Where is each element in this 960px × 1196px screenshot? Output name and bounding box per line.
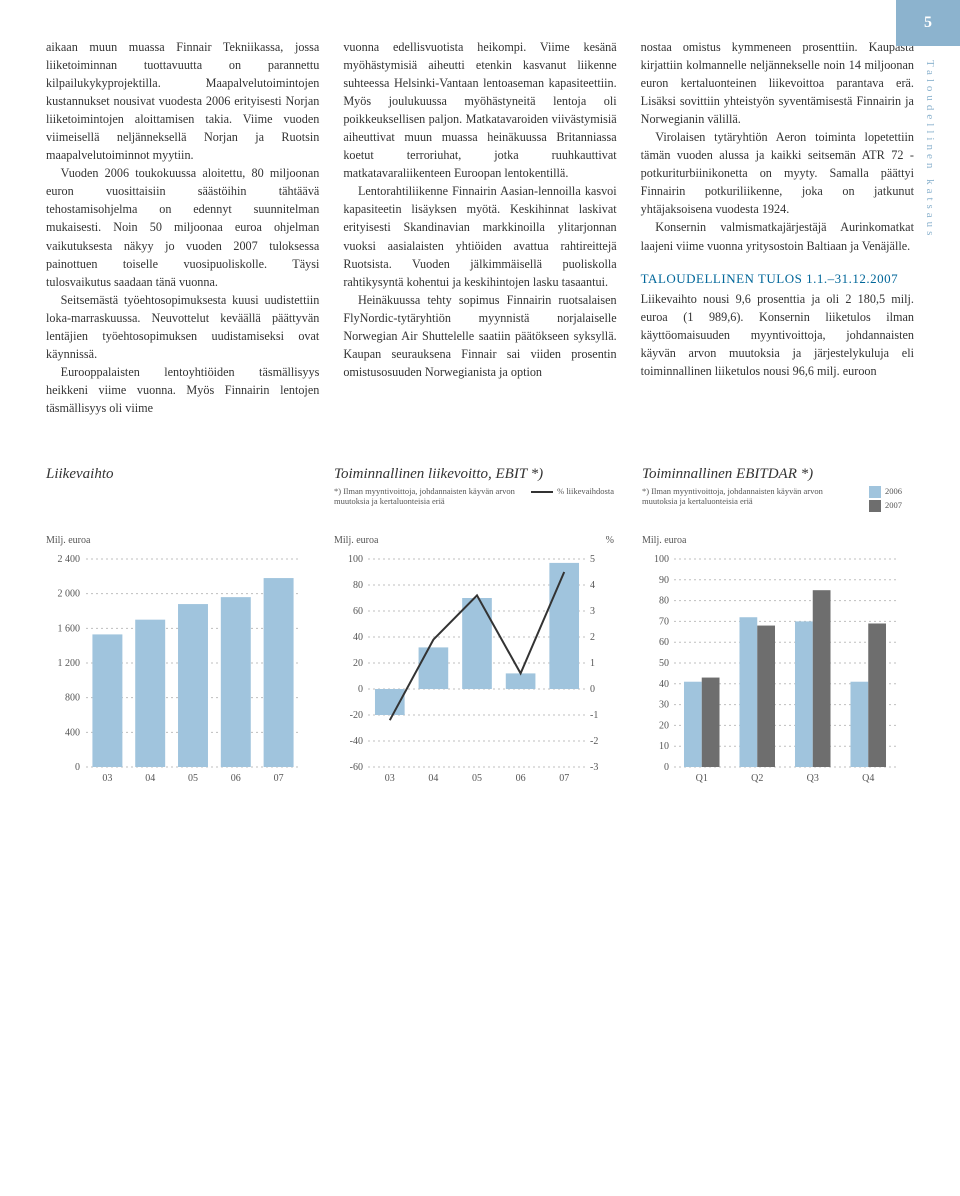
svg-text:-40: -40 <box>350 736 363 747</box>
svg-text:800: 800 <box>65 692 80 703</box>
svg-text:70: 70 <box>659 616 669 627</box>
svg-text:5: 5 <box>590 555 595 565</box>
paragraph: Virolaisen tytäryhtiön Aeron toiminta lo… <box>641 128 914 218</box>
svg-text:04: 04 <box>428 773 438 784</box>
svg-text:60: 60 <box>353 606 363 617</box>
page-number: 5 <box>896 0 960 46</box>
column-3: nostaa omistus kymmeneen prosenttiin. Ka… <box>641 38 914 417</box>
svg-text:0: 0 <box>75 762 80 773</box>
paragraph: Lentorahtiliikenne Finnairin Aasian-lenn… <box>343 182 616 290</box>
svg-text:0: 0 <box>358 684 363 695</box>
column-1: aikaan muun muassa Finnair Tekniikassa, … <box>46 38 319 417</box>
svg-text:-1: -1 <box>590 710 598 721</box>
legend-box-icon <box>869 500 881 512</box>
charts-row: Liikevaihto Milj. euroa 04008001 2001 60… <box>46 465 914 785</box>
svg-text:06: 06 <box>231 773 241 784</box>
svg-text:-2: -2 <box>590 736 598 747</box>
paragraph: Konsernin valmismatkajärjestäjä Aurinkom… <box>641 218 914 254</box>
svg-text:1 600: 1 600 <box>58 623 81 634</box>
legend-label: 2006 <box>885 486 902 496</box>
y-axis-label-right: % <box>606 534 614 549</box>
svg-text:80: 80 <box>659 595 669 606</box>
svg-text:40: 40 <box>353 632 363 643</box>
svg-text:-3: -3 <box>590 762 598 773</box>
paragraph: Vuoden 2006 toukokuussa aloitettu, 80 mi… <box>46 164 319 290</box>
svg-text:30: 30 <box>659 699 669 710</box>
svg-text:2: 2 <box>590 632 595 643</box>
body-columns: aikaan muun muassa Finnair Tekniikassa, … <box>46 38 914 417</box>
svg-text:400: 400 <box>65 727 80 738</box>
svg-text:06: 06 <box>516 773 526 784</box>
svg-text:100: 100 <box>348 555 363 565</box>
chart-svg: 0 10 20 30 40 50 60 70 80 90 100 Q1 Q2 Q3 Q4 <box>642 555 902 785</box>
svg-text:20: 20 <box>659 720 669 731</box>
legend-label: % liikevaihdosta <box>557 486 614 496</box>
svg-text:03: 03 <box>102 773 112 784</box>
chart-title: Toiminnallinen EBITDAR *) <box>642 465 902 484</box>
chart-svg: 0 400 800 1 200 1 600 2 000 2 400 03 04 05 06 07 <box>46 555 306 785</box>
svg-text:2 400: 2 400 <box>58 555 81 565</box>
svg-text:Q2: Q2 <box>751 773 763 784</box>
chart-liikevaihto: Liikevaihto Milj. euroa 0 400 800 1 200 1 60… <box>46 465 306 785</box>
paragraph: Liikevaihto nousi 9,6 prosenttia ja oli … <box>641 290 914 380</box>
section-heading: TALOUDELLINEN TULOS 1.1.–31.12.2007 <box>641 269 914 288</box>
footnote-text: *) Ilman myyntivoittoja, johdannaisten k… <box>334 486 517 507</box>
svg-text:07: 07 <box>274 773 284 784</box>
svg-text:100: 100 <box>654 555 669 565</box>
svg-text:0: 0 <box>590 684 595 695</box>
chart-ebit: Toiminnallinen liikevoitto, EBIT *) *) I… <box>334 465 614 785</box>
legend-label: 2007 <box>885 500 902 510</box>
svg-text:4: 4 <box>590 580 595 591</box>
svg-text:-20: -20 <box>350 710 363 721</box>
chart-title: Liikevaihto <box>46 465 306 484</box>
svg-text:90: 90 <box>659 574 669 585</box>
svg-text:05: 05 <box>188 773 198 784</box>
paragraph: nostaa omistus kymmeneen prosenttiin. Ka… <box>641 38 914 128</box>
svg-text:05: 05 <box>472 773 482 784</box>
svg-text:1 200: 1 200 <box>58 658 81 669</box>
paragraph: aikaan muun muassa Finnair Tekniikassa, … <box>46 38 319 164</box>
svg-text:07: 07 <box>559 773 569 784</box>
svg-text:0: 0 <box>664 762 669 773</box>
paragraph: Seitsemästä työehtosopimuksesta kuusi uu… <box>46 291 319 363</box>
paragraph: Eurooppalaisten lentoyhtiöiden täsmällis… <box>46 363 319 417</box>
svg-text:1: 1 <box>590 658 595 669</box>
svg-text:Q4: Q4 <box>862 773 874 784</box>
svg-text:04: 04 <box>145 773 155 784</box>
svg-text:Q1: Q1 <box>696 773 708 784</box>
paragraph: vuonna edellisvuotista heikompi. Viime k… <box>343 38 616 182</box>
svg-text:10: 10 <box>659 741 669 752</box>
svg-text:Q3: Q3 <box>807 773 819 784</box>
svg-text:20: 20 <box>353 658 363 669</box>
svg-text:40: 40 <box>659 678 669 689</box>
chart-ebitdar: Toiminnallinen EBITDAR *) *) Ilman myynt… <box>642 465 902 785</box>
column-2: vuonna edellisvuotista heikompi. Viime k… <box>343 38 616 417</box>
svg-text:50: 50 <box>659 658 669 669</box>
svg-text:03: 03 <box>385 773 395 784</box>
svg-text:80: 80 <box>353 580 363 591</box>
svg-text:-60: -60 <box>350 762 363 773</box>
chart-svg: -60 -40 -20 0 20 40 60 80 100 -3 -2 -1 0 1 2 3 4 5 03 04 05 0… <box>334 555 614 785</box>
y-axis-label: Milj. euroa <box>642 534 902 549</box>
y-axis-label: Milj. euroa <box>46 534 306 549</box>
y-axis-label-left: Milj. euroa <box>334 534 606 549</box>
paragraph: Heinäkuussa tehty sopimus Finnairin ruot… <box>343 291 616 381</box>
side-label: Taloudellinen katsaus <box>922 60 938 239</box>
svg-text:3: 3 <box>590 606 595 617</box>
footnote-text: *) Ilman myyntivoittoja, johdannaisten k… <box>642 486 855 507</box>
legend-box-icon <box>869 486 881 498</box>
chart-title: Toiminnallinen liikevoitto, EBIT *) <box>334 465 614 484</box>
legend-line-icon <box>531 491 553 493</box>
svg-text:2 000: 2 000 <box>58 588 81 599</box>
svg-text:60: 60 <box>659 637 669 648</box>
